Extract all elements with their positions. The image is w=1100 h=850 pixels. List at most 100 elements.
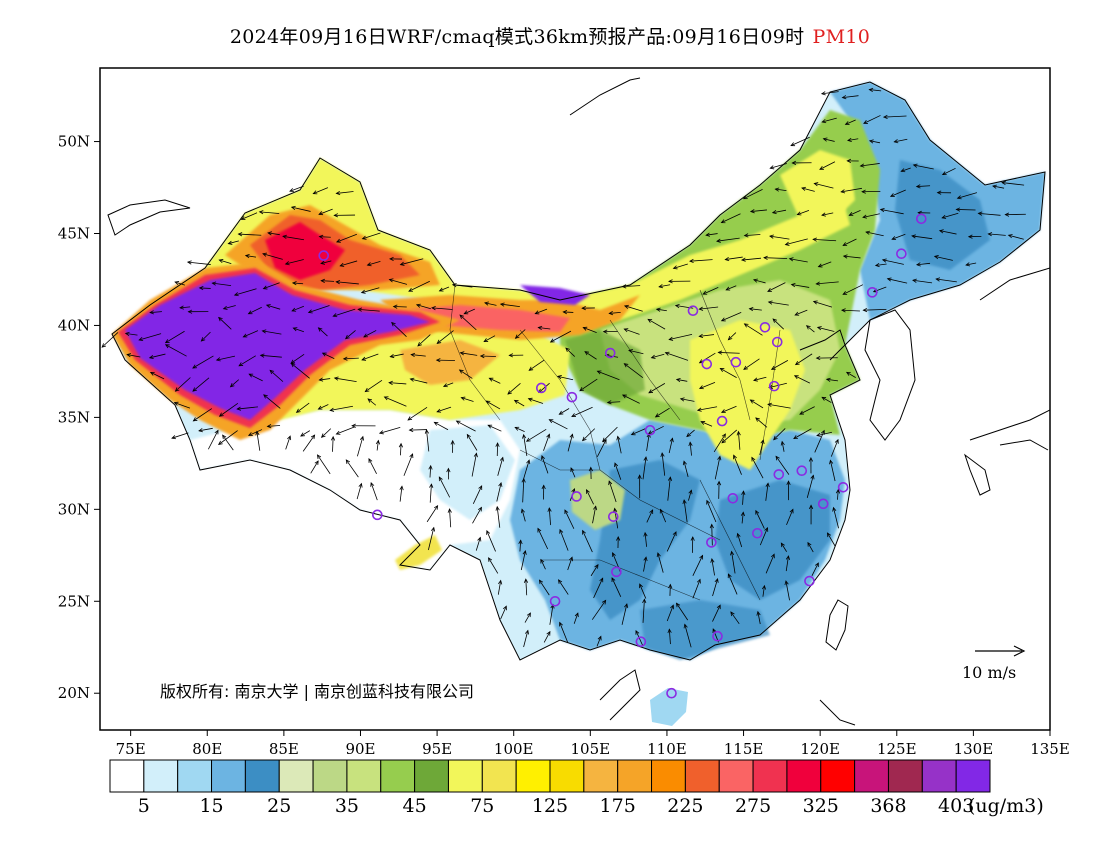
wind-arrow (361, 353, 379, 361)
gobi-red-band (400, 305, 570, 332)
wind-arrowhead (520, 508, 525, 514)
wind-arrow (101, 332, 119, 348)
wind-arrowhead (429, 483, 434, 488)
wind-arrow (821, 212, 834, 216)
wind-arrow (336, 281, 359, 285)
wind-arrowhead (742, 195, 748, 200)
russia-coast (979, 267, 1050, 301)
wind-arrow (222, 434, 234, 451)
lat-tick-label: 40N (58, 316, 90, 334)
wind-arrow (665, 352, 689, 361)
wind-arrow (711, 524, 713, 546)
wind-arrowhead (262, 252, 267, 257)
wind-arrow (262, 253, 283, 260)
wind-arrowhead (672, 265, 678, 270)
wind-arrowhead (359, 435, 364, 441)
wind-arrowhead (764, 526, 769, 532)
lon-tick-label: 100E (494, 740, 534, 758)
wind-arrow (689, 259, 713, 262)
wind-arrow (642, 599, 645, 623)
station-marker (796, 465, 808, 477)
wind-arrowhead (941, 171, 947, 176)
wind-arrowhead (786, 480, 791, 486)
wind-arrow (528, 398, 544, 404)
wind-arrowhead (335, 190, 341, 196)
wind-arrow (559, 408, 570, 415)
wind-arrowhead (842, 290, 848, 295)
legend-swatch (651, 759, 686, 793)
wind-arrow (313, 187, 329, 195)
station-marker (635, 636, 647, 648)
wind-arrow (741, 512, 744, 524)
wind-arrow (956, 209, 976, 211)
wind-arrow (1008, 234, 1024, 240)
wind-arrowhead (624, 603, 629, 609)
wind-arrowhead (438, 476, 443, 482)
wind-arrowhead (623, 304, 629, 309)
wind-arrowhead (784, 580, 789, 586)
wind-arrow (248, 306, 262, 315)
wind-arrow (567, 434, 573, 452)
wind-arrowhead (459, 314, 465, 319)
wind-arrowhead (558, 410, 564, 415)
wind-arrowhead (941, 214, 947, 219)
wind-arrow (712, 604, 721, 622)
wind-arrow (818, 261, 832, 268)
wind-arrowhead (507, 390, 512, 395)
wind-arrowhead (639, 583, 643, 589)
wind-arrowhead (174, 281, 180, 286)
wind-arrow (243, 330, 259, 338)
wind-arrowhead (682, 460, 687, 466)
wind-arrow (296, 402, 310, 413)
wind-arrowhead (796, 211, 802, 216)
wind-arrow (635, 630, 644, 647)
wind-arrowhead (192, 364, 197, 369)
wind-arrow (263, 282, 280, 290)
wind-arrowhead (841, 308, 846, 313)
boundaries (107, 77, 1050, 726)
wind-arrowhead (698, 385, 704, 390)
wind-arrowhead (431, 306, 436, 311)
wind-arrowhead (559, 621, 563, 627)
wind-arrow (842, 238, 857, 246)
wind-arrow (438, 476, 451, 498)
wind-arrowhead (479, 354, 485, 359)
wind-arrow (549, 419, 568, 430)
wind-arrow (201, 331, 211, 342)
wind-arrowhead (1004, 212, 1010, 217)
wind-arrowhead (546, 630, 551, 636)
wind-arrowhead (317, 405, 323, 410)
wind-arrow (431, 307, 453, 310)
wind-arrowhead (602, 438, 607, 444)
wind-arrow (843, 255, 861, 259)
wind-arrowhead (358, 482, 363, 488)
wind-arrow (757, 611, 761, 625)
wind-arrowhead (392, 304, 398, 309)
wind-arrowhead (987, 232, 993, 237)
wind-arrow (389, 382, 407, 385)
wind-arrowhead (368, 458, 373, 463)
wind-arrowhead (669, 437, 674, 443)
wind-arrow (785, 555, 789, 572)
wind-arrowhead (616, 435, 621, 441)
wind-arrowhead (292, 327, 298, 332)
wind-arrowhead (236, 406, 242, 411)
wind-arrow (429, 484, 432, 503)
wind-arrow (622, 285, 641, 287)
wind-arrow (668, 629, 671, 645)
wind-arrowhead (879, 208, 885, 213)
wind-arrow (651, 353, 665, 359)
wind-arrow (460, 352, 478, 356)
wind-arrow (187, 261, 211, 265)
wind-arrow (456, 420, 476, 432)
wind-arrowhead (805, 325, 811, 330)
wind-arrow (461, 397, 474, 402)
legend-swatch (414, 759, 449, 793)
province-lines (449, 284, 781, 601)
wind-arrow (916, 262, 931, 266)
legend-swatch (854, 759, 889, 793)
wind-arrow (540, 559, 546, 570)
wind-arrowhead (597, 635, 602, 641)
lon-tick-label: 115E (724, 740, 764, 758)
wind-arrow (330, 405, 354, 411)
